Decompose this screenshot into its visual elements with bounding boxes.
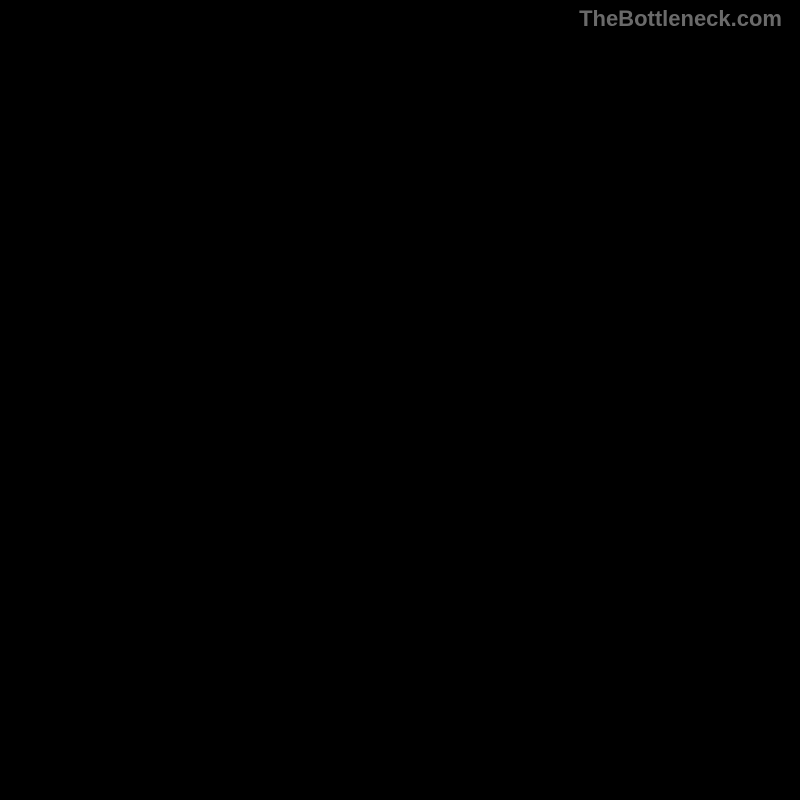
chart-container: { "canvas": { "width": 800, "height": 80…	[0, 0, 800, 800]
bottleneck-heatmap	[0, 0, 800, 800]
watermark-text: TheBottleneck.com	[579, 6, 782, 32]
